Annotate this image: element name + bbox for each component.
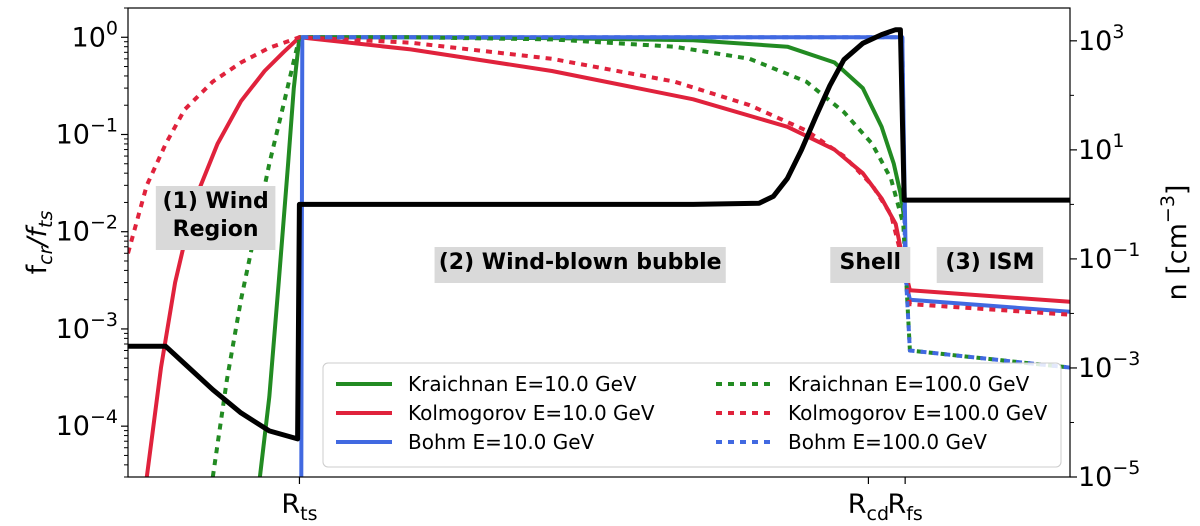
legend-label: Kolmogorov E=10.0 GeV bbox=[408, 401, 655, 425]
region-label-text: (2) Wind-blown bubble bbox=[439, 250, 722, 275]
y-left-tick-label: 10−1 bbox=[56, 114, 118, 150]
y-right-tick-label: 10−3 bbox=[1078, 348, 1140, 384]
plot-frame bbox=[127, 7, 1071, 478]
legend-item-1: Kraichnan E=100.0 GeV bbox=[716, 372, 1030, 396]
legend-label: Bohm E=10.0 GeV bbox=[408, 430, 595, 454]
x-tick-label: Rfs bbox=[887, 489, 922, 525]
legend: Kraichnan E=10.0 GeV Kraichnan E=100.0 Ge… bbox=[322, 362, 1062, 468]
legend-item-3: Kolmogorov E=100.0 GeV bbox=[716, 401, 1048, 425]
region-label-text: (1) Wind bbox=[162, 189, 268, 214]
region-label-1: (2) Wind-blown bubble bbox=[434, 247, 726, 283]
region-label-0: (1) Wind Region bbox=[155, 186, 276, 250]
y-left-tick-label: 10−3 bbox=[56, 309, 118, 345]
legend-item-4: Bohm E=10.0 GeV bbox=[336, 430, 595, 454]
region-label-box bbox=[830, 247, 911, 283]
series-line-5 bbox=[302, 35, 1070, 370]
legend-box bbox=[322, 362, 1062, 468]
y-left-tick-label: 10−4 bbox=[56, 406, 118, 442]
y-left-axis-title: fcr/fts bbox=[22, 211, 57, 275]
region-label-text: Region bbox=[173, 217, 259, 242]
region-label-3: (3) ISM bbox=[936, 247, 1044, 283]
region-label-box bbox=[434, 247, 726, 283]
y-right-tick-label: 101 bbox=[1078, 130, 1124, 166]
legend-item-2: Kolmogorov E=10.0 GeV bbox=[336, 401, 655, 425]
legend-label: Bohm E=100.0 GeV bbox=[788, 430, 987, 454]
y-right-axis-title: n [cm−3] bbox=[1157, 185, 1193, 301]
legend-label: Kraichnan E=100.0 GeV bbox=[788, 372, 1030, 396]
series-line-6 bbox=[128, 27, 1070, 442]
x-tick-label: Rcd bbox=[848, 489, 889, 525]
y-right-tick-label: 10−1 bbox=[1078, 239, 1140, 275]
y-right-tick-label: 103 bbox=[1078, 21, 1124, 57]
legend-label: Kraichnan E=10.0 GeV bbox=[408, 372, 637, 396]
y-left-tick-label: 10−2 bbox=[56, 212, 118, 248]
region-label-text: (3) ISM bbox=[945, 250, 1034, 275]
region-label-2: Shell bbox=[830, 247, 911, 283]
x-tick-label: Rts bbox=[281, 489, 317, 525]
region-labels: (1) Wind Region (2) Wind-blown bubble Shell… bbox=[155, 186, 1044, 283]
legend-item-5: Bohm E=100.0 GeV bbox=[716, 430, 987, 454]
y-left-tick-label: 100 bbox=[72, 17, 118, 53]
region-label-box bbox=[155, 186, 276, 250]
region-label-box bbox=[936, 247, 1044, 283]
region-label-text: Shell bbox=[840, 250, 902, 275]
legend-item-0: Kraichnan E=10.0 GeV bbox=[336, 372, 637, 396]
y-right-tick-label: 10−5 bbox=[1078, 457, 1140, 493]
legend-label: Kolmogorov E=100.0 GeV bbox=[788, 401, 1048, 425]
